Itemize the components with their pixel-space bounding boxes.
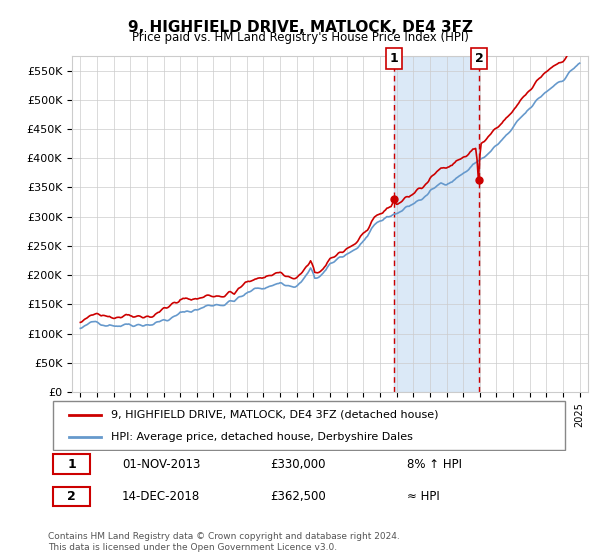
FancyBboxPatch shape bbox=[53, 487, 90, 506]
Bar bbox=[394, 56, 479, 392]
Text: Contains HM Land Registry data © Crown copyright and database right 2024.
This d: Contains HM Land Registry data © Crown c… bbox=[48, 532, 400, 552]
Text: 8% ↑ HPI: 8% ↑ HPI bbox=[407, 458, 462, 470]
Text: ≈ HPI: ≈ HPI bbox=[407, 490, 440, 503]
Text: 14-DEC-2018: 14-DEC-2018 bbox=[122, 490, 200, 503]
Text: 1: 1 bbox=[67, 458, 76, 470]
Text: HPI: Average price, detached house, Derbyshire Dales: HPI: Average price, detached house, Derb… bbox=[112, 432, 413, 442]
Text: £330,000: £330,000 bbox=[270, 458, 325, 470]
Text: 1: 1 bbox=[389, 52, 398, 65]
Text: 2: 2 bbox=[67, 490, 76, 503]
Text: Price paid vs. HM Land Registry's House Price Index (HPI): Price paid vs. HM Land Registry's House … bbox=[131, 31, 469, 44]
FancyBboxPatch shape bbox=[53, 402, 565, 450]
Text: 9, HIGHFIELD DRIVE, MATLOCK, DE4 3FZ (detached house): 9, HIGHFIELD DRIVE, MATLOCK, DE4 3FZ (de… bbox=[112, 409, 439, 419]
Text: 01-NOV-2013: 01-NOV-2013 bbox=[122, 458, 200, 470]
Text: 2: 2 bbox=[475, 52, 484, 65]
Text: £362,500: £362,500 bbox=[270, 490, 326, 503]
FancyBboxPatch shape bbox=[53, 455, 90, 474]
Text: 9, HIGHFIELD DRIVE, MATLOCK, DE4 3FZ: 9, HIGHFIELD DRIVE, MATLOCK, DE4 3FZ bbox=[128, 20, 473, 35]
